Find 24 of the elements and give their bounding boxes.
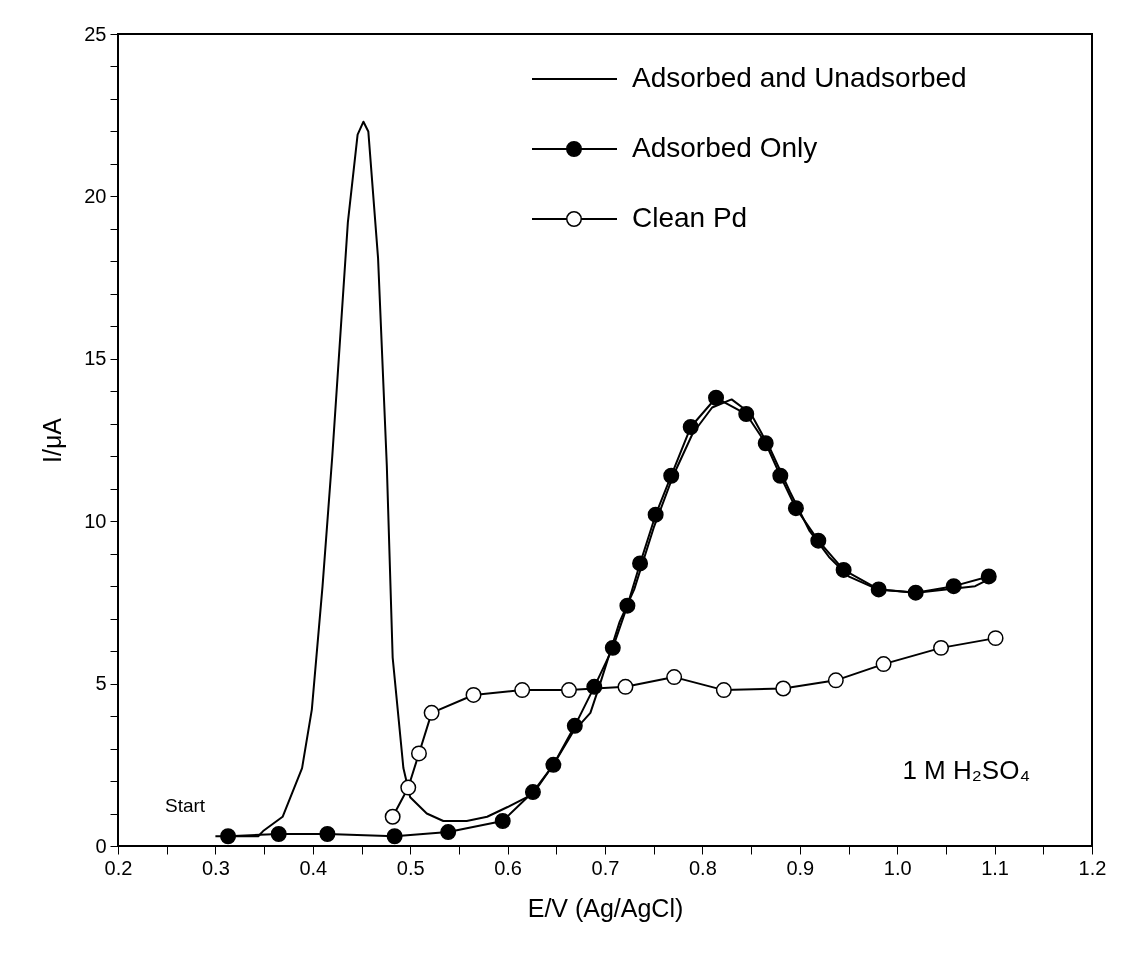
legend-label: Adsorbed and Unadsorbed bbox=[632, 62, 967, 93]
x-axis-title: E/V (Ag/AgCl) bbox=[527, 893, 684, 922]
y-tick-label: 5 bbox=[95, 672, 107, 695]
x-tick-label: 0.9 bbox=[786, 856, 815, 879]
y-tick-label: 0 bbox=[95, 834, 107, 857]
y-tick-label: 25 bbox=[84, 22, 107, 45]
annotation: 1 M H₂SO₄ bbox=[902, 755, 1030, 785]
x-tick-label: 1.2 bbox=[1078, 856, 1107, 879]
y-axis-title: I/μA bbox=[38, 417, 67, 463]
x-tick-label: 0.3 bbox=[201, 856, 230, 879]
y-tick-label: 20 bbox=[84, 184, 107, 207]
y-tick-label: 10 bbox=[84, 509, 107, 532]
legend-label: Clean Pd bbox=[632, 202, 748, 233]
x-tick-label: 0.2 bbox=[104, 856, 133, 879]
x-tick-label: 0.4 bbox=[299, 856, 328, 879]
x-tick-label: 0.5 bbox=[396, 856, 425, 879]
x-tick-label: 0.7 bbox=[591, 856, 620, 879]
legend-label: Adsorbed Only bbox=[632, 132, 818, 163]
x-tick-label: 0.6 bbox=[494, 856, 523, 879]
y-tick-label: 15 bbox=[84, 347, 107, 370]
x-tick-label: 1.0 bbox=[883, 856, 912, 879]
annotation: Start bbox=[165, 795, 206, 816]
x-tick-label: 0.8 bbox=[688, 856, 717, 879]
x-tick-label: 1.1 bbox=[981, 856, 1010, 879]
